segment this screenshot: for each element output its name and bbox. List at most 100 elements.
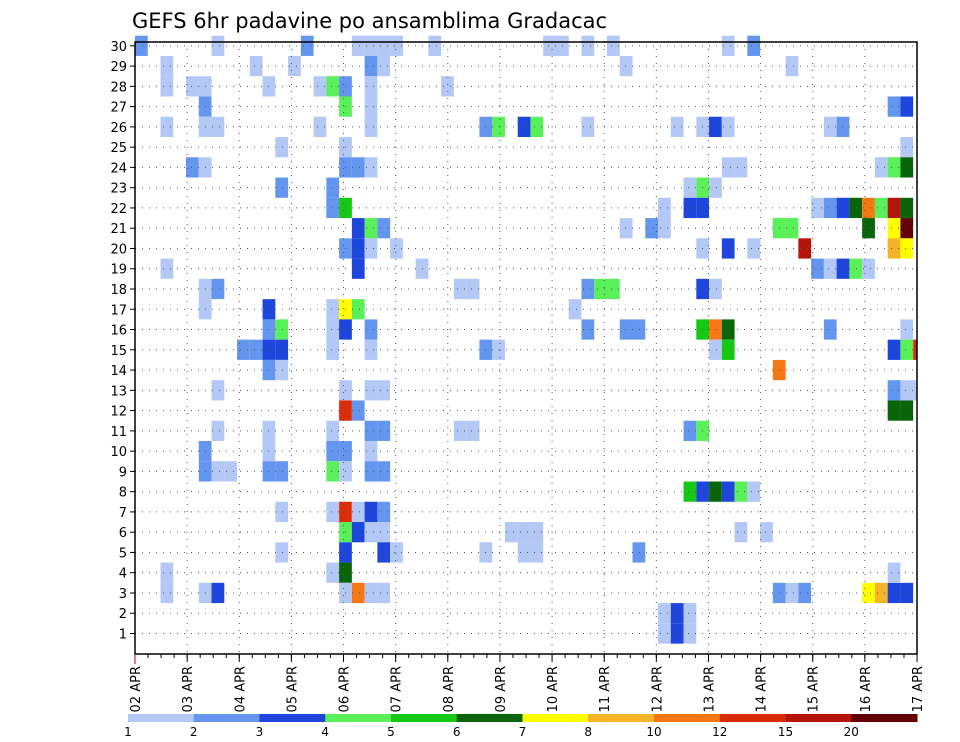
heatmap-cell — [351, 400, 365, 421]
heatmap-cell — [364, 55, 378, 77]
heatmap-cell — [466, 278, 480, 300]
heatmap-cell — [275, 177, 289, 198]
heatmap-cell — [351, 501, 365, 523]
heatmap-cell — [275, 137, 289, 158]
heatmap-cell — [377, 55, 391, 77]
heatmap-cell — [658, 623, 671, 644]
heatmap-cell — [721, 238, 735, 259]
heatmap-cells — [135, 35, 917, 644]
x-tick-label: 02 APR — [129, 666, 144, 712]
x-tick-label: 09 APR — [494, 666, 509, 712]
heatmap-cell — [581, 319, 595, 340]
x-tick-label: 12 APR — [650, 666, 665, 712]
heatmap-cell — [237, 339, 250, 360]
heatmap-cell — [377, 542, 391, 563]
heatmap-cell — [275, 501, 289, 523]
heatmap-cell — [823, 319, 837, 340]
heatmap-cell — [377, 218, 391, 239]
heatmap-cell — [823, 197, 837, 219]
heatmap-cell — [211, 582, 225, 604]
heatmap-cell — [709, 177, 722, 198]
heatmap-cell — [364, 218, 378, 239]
y-tick-label: 13 — [110, 384, 127, 399]
heatmap-cell — [568, 299, 582, 320]
heatmap-cell — [862, 582, 875, 604]
legend-label: 20 — [844, 725, 859, 739]
heatmap-cell — [887, 218, 901, 239]
heatmap-cell — [874, 157, 888, 178]
y-axis: 1234567891011121314151617181920212223242… — [110, 40, 135, 643]
heatmap-cell — [747, 238, 761, 259]
heatmap-cell — [211, 420, 225, 441]
heatmap-cell — [862, 218, 875, 239]
heatmap-cell — [326, 440, 340, 462]
x-tick-label: 11 APR — [598, 666, 613, 712]
heatmap-cell — [900, 157, 914, 178]
heatmap-cell — [211, 116, 225, 138]
heatmap-cell — [709, 481, 722, 502]
heatmap-cell — [377, 35, 391, 56]
chart-title: GEFS 6hr padavine po ansamblima Gradacac — [132, 9, 607, 33]
heatmap-cell — [900, 218, 914, 239]
heatmap-cell — [683, 177, 697, 198]
heatmap-cell — [721, 319, 735, 340]
y-tick-label: 11 — [110, 425, 127, 440]
heatmap-cell — [900, 380, 914, 401]
heatmap-cell — [811, 197, 824, 219]
legend-swatch — [588, 714, 655, 722]
heatmap-cell — [709, 116, 722, 138]
heatmap-cell — [211, 461, 225, 482]
heatmap-cell — [900, 238, 914, 259]
heatmap-cell — [160, 76, 174, 97]
heatmap-cell — [530, 542, 544, 563]
heatmap-cell — [326, 319, 340, 340]
y-tick-label: 7 — [119, 506, 127, 521]
heatmap-cell — [364, 339, 378, 360]
heatmap-cell — [160, 562, 174, 583]
y-tick-label: 26 — [110, 121, 127, 136]
y-tick-label: 19 — [110, 263, 127, 278]
heatmap-cell — [670, 623, 684, 644]
x-tick-label: 16 APR — [859, 666, 874, 712]
x-tick-label: 13 APR — [702, 666, 717, 712]
heatmap-cell — [658, 603, 671, 624]
heatmap-cell — [351, 258, 365, 279]
heatmap-cell — [900, 137, 914, 158]
x-tick-label: 06 APR — [338, 666, 353, 712]
heatmap-cell — [364, 76, 378, 97]
heatmap-cell — [721, 339, 735, 360]
heatmap-cell — [862, 258, 875, 279]
heatmap-cell — [364, 380, 378, 401]
heatmap-cell — [377, 420, 391, 441]
heatmap-cell — [543, 35, 556, 56]
y-tick-label: 30 — [110, 40, 127, 55]
heatmap-cell — [453, 278, 467, 300]
heatmap-cell — [504, 522, 518, 543]
heatmap-cell — [836, 258, 850, 279]
heatmap-cell — [351, 299, 365, 320]
heatmap-cell — [900, 197, 914, 219]
legend-label: 2 — [190, 725, 198, 739]
legend-label: 8 — [584, 725, 592, 739]
x-tick-label: 08 APR — [442, 666, 457, 712]
heatmap-cell — [351, 238, 365, 259]
y-tick-label: 10 — [110, 445, 127, 460]
heatmap-cell — [836, 197, 850, 219]
y-tick-label: 28 — [110, 80, 127, 95]
heatmap-cell — [377, 461, 391, 482]
heatmap-cell — [428, 35, 442, 56]
heatmap-cell — [887, 339, 901, 360]
heatmap-cell — [836, 116, 850, 138]
legend-label: 1 — [124, 725, 132, 739]
heatmap-cell — [517, 116, 531, 138]
y-tick-label: 29 — [110, 60, 127, 75]
heatmap-cell — [275, 461, 289, 482]
heatmap-cell — [364, 501, 378, 523]
heatmap-cell — [734, 481, 748, 502]
legend-label: 15 — [778, 725, 793, 739]
legend-swatch — [259, 714, 326, 722]
heatmap-cell — [709, 319, 722, 340]
legend-swatch — [391, 714, 458, 722]
heatmap-cell — [887, 400, 901, 421]
x-tick-label: 14 APR — [755, 666, 770, 712]
